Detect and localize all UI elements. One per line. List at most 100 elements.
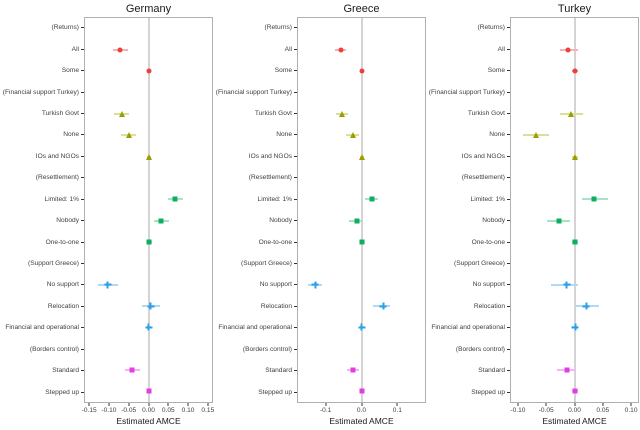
point-estimate-marker-square — [572, 388, 578, 394]
x-axis: Estimated AMCE -0.1 0.0 0.1 — [297, 403, 426, 430]
y-tick-mark — [507, 348, 510, 350]
y-axis-label: Stepped up — [426, 381, 510, 402]
y-tick-mark — [81, 70, 84, 72]
y-axis-label: Standard — [0, 360, 84, 381]
y-axis-label-text: Standard — [52, 367, 79, 375]
y-tick-mark — [81, 241, 84, 243]
x-tick-label: -0.10 — [101, 407, 117, 414]
y-axis-label-text: Some — [487, 67, 505, 75]
x-tick-mark — [207, 403, 209, 406]
point-estimate-marker-square — [359, 239, 365, 245]
y-tick-mark — [294, 263, 297, 265]
y-tick-mark — [81, 263, 84, 265]
point-estimate-marker-plus — [104, 281, 112, 289]
y-axis-label: Nobody — [426, 210, 510, 231]
point-estimate-marker-circle — [565, 47, 571, 53]
y-axis-label-text: (Returns) — [477, 24, 505, 32]
y-axis-label: One-to-one — [0, 231, 84, 252]
y-tick-mark — [81, 220, 84, 222]
y-axis-label: Financial and operational — [426, 317, 510, 338]
y-tick-mark — [81, 198, 84, 200]
y-axis-label: All — [426, 38, 510, 59]
y-tick-mark — [294, 220, 297, 222]
y-tick-mark — [507, 198, 510, 200]
y-tick-mark — [507, 305, 510, 307]
point-estimate-marker-square — [146, 239, 152, 245]
y-axis-label: Relocation — [0, 296, 84, 317]
y-tick-mark — [81, 155, 84, 157]
x-axis-title: Estimated AMCE — [116, 416, 181, 426]
y-axis-label-text: (Support Greece) — [241, 260, 292, 268]
point-estimate-marker-triangle — [146, 153, 153, 160]
y-axis-label-text: Financial and operational — [431, 324, 505, 332]
y-tick-mark — [294, 48, 297, 50]
y-tick-mark — [81, 327, 84, 329]
y-axis-label-text: (Returns) — [264, 24, 292, 32]
y-axis-label-text: Relocation — [260, 302, 292, 310]
zero-reference-line — [148, 18, 149, 402]
point-estimate-marker-square — [556, 218, 562, 224]
y-tick-mark — [507, 284, 510, 286]
y-axis-label: Standard — [426, 360, 510, 381]
y-axis-label-text: Stepped up — [258, 388, 292, 396]
point-estimate-marker-square — [146, 388, 152, 394]
y-axis-label-text: Stepped up — [471, 388, 505, 396]
y-tick-mark — [81, 370, 84, 372]
y-axis-label: None — [213, 124, 297, 145]
y-axis-label: (Borders control) — [0, 339, 84, 360]
y-tick-mark — [507, 70, 510, 72]
y-axis-label: (Returns) — [213, 17, 297, 38]
y-axis-label-text: (Financial support Turkey) — [428, 88, 505, 96]
point-estimate-marker-square — [354, 218, 360, 224]
y-axis-label: Some — [426, 60, 510, 81]
x-tick-label: 0.10 — [181, 407, 195, 414]
y-axis-label: (Borders control) — [213, 339, 297, 360]
y-axis-label: (Support Greece) — [426, 253, 510, 274]
point-estimate-marker-circle — [146, 68, 152, 74]
y-tick-mark — [81, 391, 84, 393]
x-tick-mark — [574, 403, 575, 406]
y-axis-label: Turkish Govt — [426, 103, 510, 124]
y-axis-label-text: Some — [274, 67, 292, 75]
point-estimate-marker-triangle — [359, 153, 366, 160]
y-tick-mark — [294, 134, 297, 136]
y-tick-mark — [294, 241, 297, 243]
y-axis-label: Stepped up — [0, 381, 84, 402]
panel-title: Turkey — [557, 3, 592, 15]
x-tick-mark — [517, 403, 519, 406]
panel-germany: Germany (Returns) All Some (Financial suppo… — [0, 0, 215, 430]
y-tick-mark — [294, 284, 297, 286]
point-estimate-marker-triangle — [349, 132, 356, 139]
y-axis-label-text: Financial and operational — [218, 324, 292, 332]
y-tick-mark — [507, 241, 510, 243]
x-tick-mark — [396, 403, 398, 406]
y-axis-label: None — [0, 124, 84, 145]
y-axis-label-text: No support — [46, 281, 79, 289]
y-axis-label-text: Turkish Govt — [41, 109, 79, 117]
y-tick-mark — [294, 198, 297, 200]
y-axis-label: (Resettlement) — [0, 167, 84, 188]
panel-title: Germany — [125, 3, 172, 15]
y-axis-label-text: (Borders control) — [29, 345, 79, 353]
y-axis-label-text: Turkish Govt — [467, 109, 505, 117]
y-axis-label: IOs and NGOs — [0, 146, 84, 167]
y-axis-label-text: Limited: 1% — [44, 195, 79, 203]
x-tick-label: 0.1 — [392, 407, 402, 414]
y-axis-label: Limited: 1% — [213, 189, 297, 210]
x-tick-label: -0.05 — [538, 407, 554, 414]
x-tick-mark — [148, 403, 149, 406]
y-axis-label-text: One-to-one — [258, 238, 292, 246]
y-axis-label: Limited: 1% — [426, 189, 510, 210]
point-estimate-marker-plus — [571, 323, 579, 331]
y-axis-label-text: (Financial support Turkey) — [2, 88, 79, 96]
x-tick-mark — [630, 403, 632, 406]
point-estimate-marker-square — [591, 196, 597, 202]
point-estimate-marker-circle — [359, 68, 365, 74]
x-tick-label: 0.00 — [568, 407, 581, 414]
y-axis-label-text: Standard — [478, 367, 505, 375]
y-tick-mark — [81, 348, 84, 350]
y-axis-label-text: Some — [61, 67, 79, 75]
y-tick-mark — [81, 177, 84, 179]
y-axis-label-text: Relocation — [47, 302, 79, 310]
y-axis-label-text: No support — [259, 281, 292, 289]
